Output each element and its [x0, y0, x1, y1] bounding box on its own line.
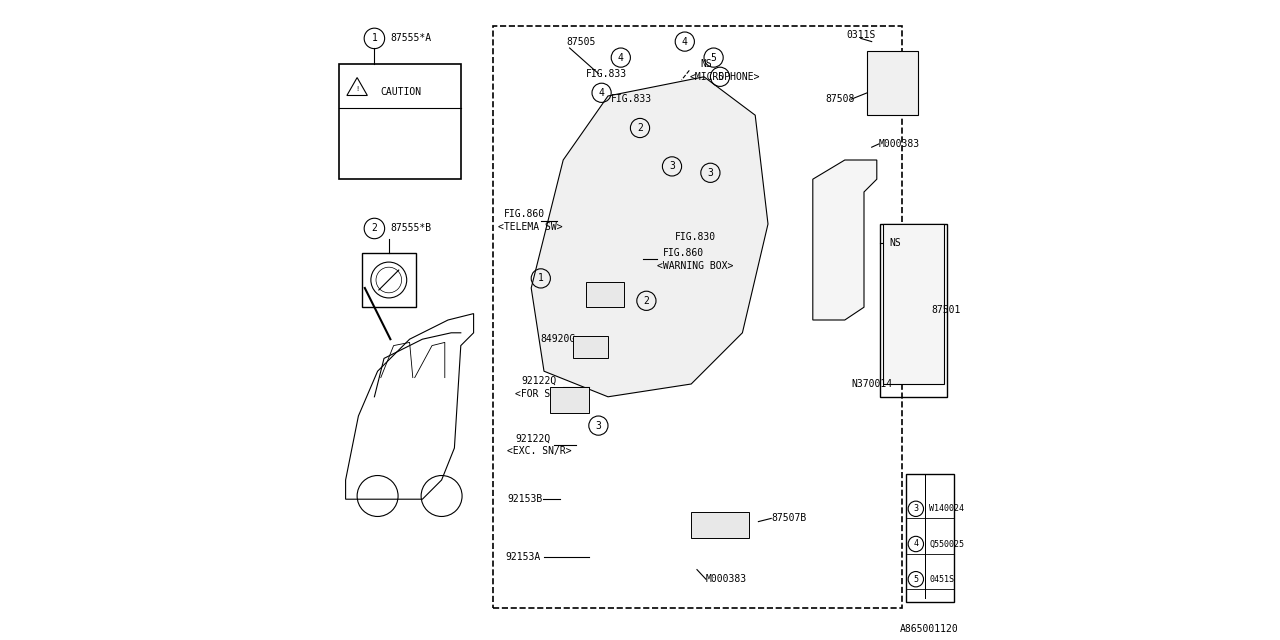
- Text: 3: 3: [669, 161, 675, 172]
- Text: A865001120: A865001120: [900, 623, 959, 634]
- Polygon shape: [883, 224, 945, 384]
- Text: 92122Q: 92122Q: [522, 376, 557, 386]
- Text: N370014: N370014: [851, 379, 892, 389]
- Text: M000383: M000383: [707, 574, 748, 584]
- Text: 5: 5: [717, 72, 723, 82]
- Text: 5: 5: [710, 52, 717, 63]
- Text: FIG.860: FIG.860: [663, 248, 704, 258]
- Text: !: !: [355, 86, 360, 92]
- Text: FIG.833: FIG.833: [585, 68, 627, 79]
- Text: 2: 2: [637, 123, 643, 133]
- Polygon shape: [813, 160, 877, 320]
- Text: 4: 4: [599, 88, 604, 98]
- Text: 1: 1: [371, 33, 378, 44]
- Text: 87501: 87501: [932, 305, 960, 316]
- Text: 3: 3: [708, 168, 713, 178]
- Text: 92153B: 92153B: [507, 494, 543, 504]
- Text: FIG.830: FIG.830: [676, 232, 717, 242]
- Text: <TELEMA SW>: <TELEMA SW>: [498, 222, 562, 232]
- Polygon shape: [868, 51, 919, 115]
- Text: Q550025: Q550025: [929, 540, 964, 548]
- FancyBboxPatch shape: [573, 336, 608, 358]
- Text: M000383: M000383: [879, 139, 920, 149]
- Text: 2: 2: [371, 223, 378, 234]
- Text: 4: 4: [914, 540, 918, 548]
- Text: 92153A: 92153A: [506, 552, 541, 562]
- Text: <FOR SN/R>: <FOR SN/R>: [516, 388, 573, 399]
- Text: 87555*B: 87555*B: [390, 223, 431, 234]
- Text: 0451S: 0451S: [929, 575, 955, 584]
- Text: NS: NS: [701, 59, 713, 69]
- Polygon shape: [531, 77, 768, 397]
- Text: 84920G: 84920G: [540, 334, 576, 344]
- FancyBboxPatch shape: [691, 512, 749, 538]
- Text: 3: 3: [914, 504, 918, 513]
- Text: <EXC. SN/R>: <EXC. SN/R>: [507, 446, 571, 456]
- Text: <MICROPHONE>: <MICROPHONE>: [689, 72, 760, 82]
- FancyBboxPatch shape: [585, 282, 625, 307]
- Text: 1: 1: [538, 273, 544, 284]
- Text: 4: 4: [618, 52, 623, 63]
- Text: NS: NS: [890, 238, 901, 248]
- Text: 0311S: 0311S: [846, 30, 876, 40]
- Text: FIG.833: FIG.833: [612, 94, 653, 104]
- Text: <WARNING BOX>: <WARNING BOX>: [658, 260, 733, 271]
- Text: 3: 3: [595, 420, 602, 431]
- Text: FIG.860: FIG.860: [504, 209, 545, 220]
- Text: 87555*A: 87555*A: [390, 33, 431, 44]
- Text: 92122Q: 92122Q: [516, 433, 550, 444]
- FancyBboxPatch shape: [550, 387, 589, 413]
- Text: 5: 5: [914, 575, 918, 584]
- Text: 4: 4: [682, 36, 687, 47]
- Text: 2: 2: [644, 296, 649, 306]
- Text: 87507B: 87507B: [771, 513, 806, 524]
- Text: W140024: W140024: [929, 504, 964, 513]
- Text: CAUTION: CAUTION: [381, 86, 422, 97]
- Text: 87505: 87505: [566, 36, 595, 47]
- Text: 87508: 87508: [826, 94, 855, 104]
